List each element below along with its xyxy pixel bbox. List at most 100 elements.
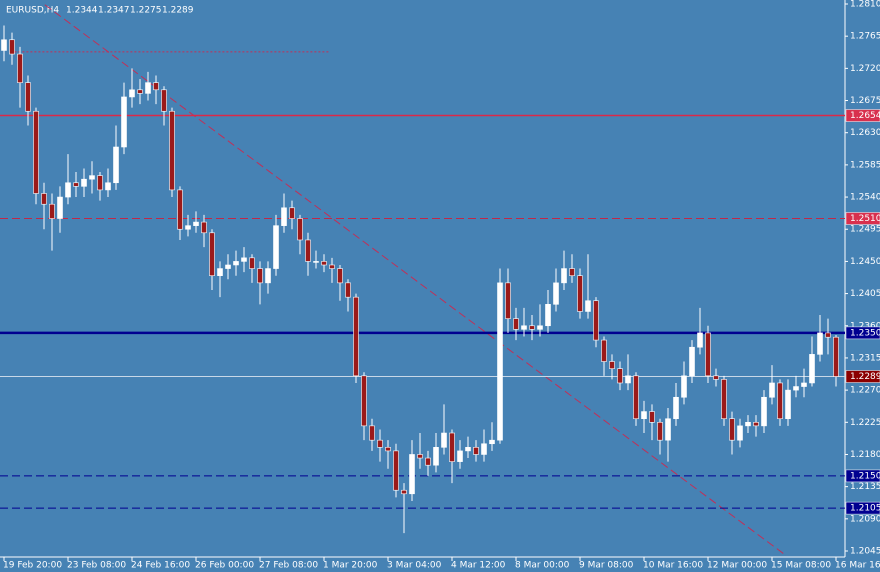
candle-body	[345, 282, 351, 298]
candle-body	[633, 375, 639, 420]
candle-body	[337, 268, 343, 284]
header-high: 1.2347	[98, 6, 130, 16]
candle-body	[161, 89, 167, 112]
y-tick-label: 1.2720	[850, 64, 880, 74]
candle-body	[233, 261, 239, 266]
candle-body	[521, 325, 527, 330]
candle-body	[57, 196, 63, 219]
candle-body	[825, 332, 831, 338]
candle-body	[33, 110, 39, 194]
candle-body	[401, 489, 407, 495]
candle-body	[425, 457, 431, 466]
candle-body	[289, 207, 295, 219]
x-tick-label: 24 Feb 16:00	[131, 561, 190, 571]
candle-body	[145, 82, 151, 94]
candle-body	[169, 110, 175, 191]
y-tick-label: 1.2045	[850, 547, 880, 557]
candle-body	[273, 225, 279, 269]
x-tick-label: 1 Mar 20:00	[323, 561, 378, 571]
candle-body	[193, 221, 199, 226]
candle-body	[569, 268, 575, 277]
candle-body	[657, 421, 663, 441]
level-label: 1.2350	[850, 328, 880, 338]
header-open: 1.2344	[66, 6, 98, 16]
candle-body	[553, 282, 559, 305]
candle-body	[697, 332, 703, 348]
candle-body	[785, 389, 791, 420]
y-tick-label: 1.2315	[850, 353, 880, 363]
candle-body	[729, 418, 735, 441]
candle-body	[481, 443, 487, 455]
candle-body	[1, 39, 7, 51]
y-tick-label: 1.2180	[850, 450, 880, 460]
header-close: 1.2289	[162, 6, 194, 16]
chart-title: EURUSD,H4	[6, 6, 59, 16]
candle-body	[25, 82, 31, 112]
candle-body	[369, 425, 375, 441]
candle-body	[241, 257, 247, 262]
candle-body	[313, 261, 319, 263]
candle-body	[361, 375, 367, 427]
candle-body	[617, 368, 623, 384]
candle-body	[441, 432, 447, 448]
candle-body	[705, 332, 711, 377]
candle-body	[433, 447, 439, 466]
x-tick-label: 10 Mar 16:00	[643, 561, 703, 571]
candle-body	[257, 268, 263, 284]
candle-body	[577, 275, 583, 312]
x-tick-label: 15 Mar 08:00	[771, 561, 831, 571]
x-tick-label: 3 Mar 04:00	[387, 561, 442, 571]
candle-body	[761, 396, 767, 427]
candle-body	[593, 300, 599, 341]
y-tick-label: 1.2405	[850, 289, 880, 299]
candle-body	[601, 339, 607, 362]
y-tick-label: 1.2585	[850, 160, 880, 170]
y-tick-label: 1.2765	[850, 32, 880, 42]
level-label: 1.2289	[850, 372, 880, 382]
y-tick-label: 1.2225	[850, 418, 880, 428]
y-tick-label: 1.2675	[850, 96, 880, 106]
candle-body	[201, 221, 207, 234]
candle-body	[185, 225, 191, 230]
candle-body	[121, 96, 127, 148]
candle-body	[153, 82, 159, 91]
candle-body	[449, 432, 455, 462]
x-tick-label: 8 Mar 00:00	[515, 561, 570, 571]
candle-body	[665, 418, 671, 441]
candle-body	[393, 450, 399, 491]
y-tick-label: 1.2270	[850, 386, 880, 396]
x-tick-label: 23 Feb 08:00	[67, 561, 126, 571]
candle-body	[809, 354, 815, 384]
candle-body	[641, 411, 647, 420]
candle-body	[265, 268, 271, 284]
y-tick-label: 1.2360	[850, 321, 880, 331]
candle-body	[65, 182, 71, 198]
candle-body	[609, 361, 615, 369]
candle-body	[249, 257, 255, 269]
x-tick-label: 4 Mar 12:00	[451, 561, 506, 571]
candle-body	[793, 386, 799, 391]
candle-body	[409, 454, 415, 495]
y-tick-label: 1.2090	[850, 514, 880, 524]
candle-body	[457, 450, 463, 462]
candle-body	[673, 396, 679, 420]
y-tick-label: 1.2135	[850, 482, 880, 492]
candle-body	[137, 89, 143, 94]
candle-body	[505, 282, 511, 319]
candle-body	[225, 264, 231, 269]
candle-body	[737, 425, 743, 441]
candle-body	[833, 336, 839, 377]
candle-body	[89, 175, 95, 180]
candle-body	[689, 346, 695, 377]
level-label: 1.2150	[850, 471, 880, 481]
candle-body	[713, 375, 719, 380]
candle-body	[649, 411, 655, 423]
candle-body	[497, 282, 503, 441]
y-tick-label: 1.2540	[850, 193, 880, 203]
candle-body	[489, 439, 495, 445]
level-label-box	[845, 469, 880, 483]
y-tick-label: 1.2495	[850, 225, 880, 235]
candle-body	[105, 182, 111, 191]
